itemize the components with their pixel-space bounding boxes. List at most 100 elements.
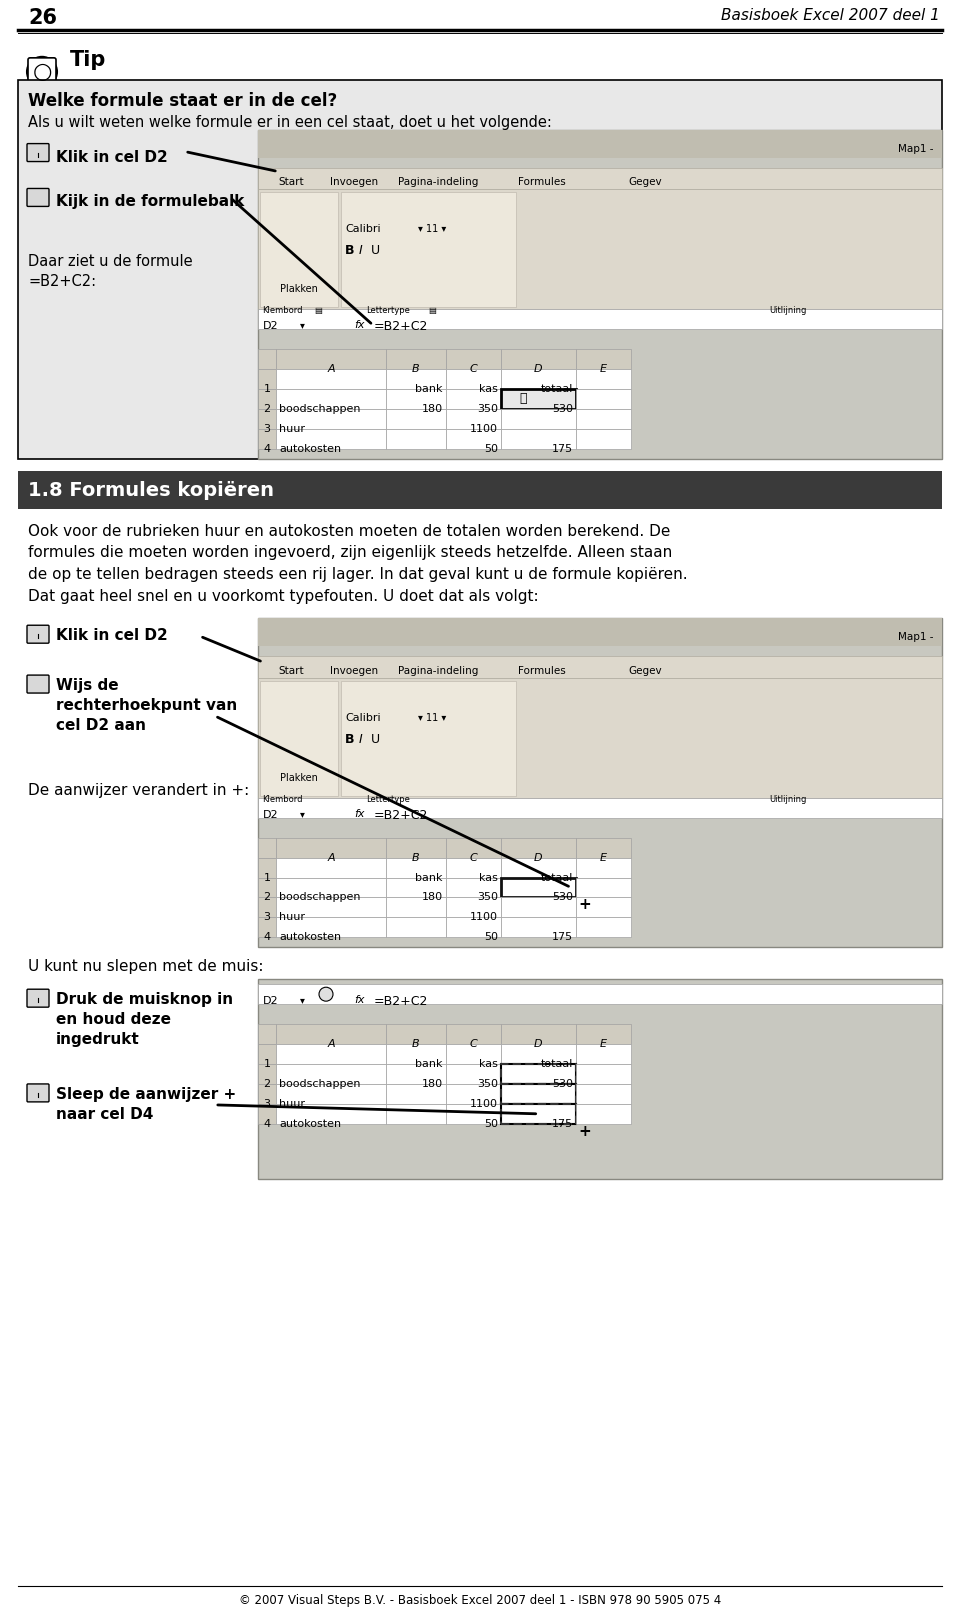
Bar — [386, 1023, 446, 1044]
Bar — [446, 349, 501, 368]
Text: 530: 530 — [552, 404, 573, 414]
Text: Start: Start — [278, 666, 303, 676]
Bar — [446, 877, 501, 898]
Text: B: B — [345, 734, 354, 747]
Text: Uitlijning: Uitlijning — [769, 306, 806, 315]
Bar — [258, 1064, 276, 1084]
Bar — [276, 898, 386, 917]
Bar — [276, 1064, 386, 1084]
Text: D: D — [534, 853, 542, 862]
Bar — [258, 985, 942, 1004]
Text: Calibri: Calibri — [345, 224, 380, 235]
Bar — [386, 1064, 446, 1084]
Bar — [576, 368, 631, 389]
Text: Plakken: Plakken — [280, 772, 318, 784]
Text: Klembord: Klembord — [262, 306, 302, 315]
Bar — [576, 1064, 631, 1084]
Text: Map1 -: Map1 - — [899, 632, 934, 642]
Bar — [501, 368, 576, 389]
Bar — [258, 798, 942, 817]
Text: D: D — [534, 364, 542, 373]
Bar — [260, 193, 338, 307]
Text: 1100: 1100 — [470, 1099, 498, 1109]
Text: +: + — [578, 898, 590, 912]
Bar — [501, 1084, 576, 1104]
Bar — [276, 858, 386, 877]
FancyBboxPatch shape — [27, 1084, 49, 1102]
Bar — [501, 838, 576, 858]
Text: 3: 3 — [263, 912, 271, 922]
Text: Pagina-indeling: Pagina-indeling — [398, 666, 478, 676]
Text: kas: kas — [479, 1059, 498, 1068]
Bar — [501, 1023, 576, 1044]
Text: 175: 175 — [552, 1118, 573, 1130]
Text: boodschappen: boodschappen — [279, 1080, 361, 1089]
Bar — [386, 917, 446, 938]
Text: huur: huur — [279, 423, 305, 434]
Bar — [501, 1064, 576, 1084]
Text: Calibri: Calibri — [345, 713, 380, 722]
Text: Gegev: Gegev — [628, 666, 661, 676]
Text: ▤: ▤ — [314, 306, 322, 315]
Text: fx: fx — [354, 809, 365, 819]
Text: Sleep de aanwijzer +: Sleep de aanwijzer + — [56, 1088, 236, 1102]
Bar — [276, 349, 386, 368]
Text: Invoegen: Invoegen — [330, 666, 378, 676]
Bar — [258, 858, 276, 877]
Bar — [446, 1084, 501, 1104]
Text: 180: 180 — [421, 893, 443, 903]
Bar — [576, 1044, 631, 1064]
Text: C: C — [469, 1039, 477, 1049]
Text: Gegev: Gegev — [628, 177, 661, 188]
Bar — [258, 389, 276, 409]
Text: ○: ○ — [33, 61, 52, 82]
Text: kas: kas — [479, 385, 498, 394]
Bar — [446, 917, 501, 938]
Bar — [501, 877, 576, 898]
Text: Daar ziet u de formule: Daar ziet u de formule — [28, 254, 193, 269]
Text: +: + — [578, 1123, 590, 1139]
Bar — [258, 409, 276, 428]
Bar — [386, 368, 446, 389]
Text: fx: fx — [354, 320, 365, 330]
Text: Uitlijning: Uitlijning — [769, 795, 806, 804]
Bar — [576, 1023, 631, 1044]
Text: Plakken: Plakken — [280, 285, 318, 294]
Text: Lettertype: Lettertype — [366, 306, 410, 315]
Text: =B2+C2: =B2+C2 — [374, 996, 428, 1009]
Text: Pagina-indeling: Pagina-indeling — [398, 177, 478, 188]
Text: E: E — [600, 1039, 607, 1049]
Bar — [501, 349, 576, 368]
Text: Basisboek Excel 2007 deel 1: Basisboek Excel 2007 deel 1 — [721, 8, 940, 23]
Bar — [576, 877, 631, 898]
Text: D: D — [534, 1039, 542, 1049]
Bar — [258, 677, 942, 798]
Text: ingedrukt: ingedrukt — [56, 1031, 140, 1047]
Text: 2: 2 — [263, 1080, 271, 1089]
Text: Lettertype: Lettertype — [366, 795, 410, 804]
Bar — [18, 471, 942, 508]
Text: 175: 175 — [552, 932, 573, 943]
Bar — [501, 1104, 576, 1123]
Text: 2: 2 — [263, 893, 271, 903]
Text: totaal: totaal — [540, 872, 573, 882]
Bar — [446, 389, 501, 409]
Text: Druk de muisknop in: Druk de muisknop in — [56, 993, 233, 1007]
Text: Kijk in de formulebalk: Kijk in de formulebalk — [56, 195, 245, 209]
Text: 4: 4 — [263, 932, 271, 943]
Text: bank: bank — [416, 385, 443, 394]
Bar — [258, 877, 276, 898]
Text: 50: 50 — [484, 932, 498, 943]
Text: Klik in cel D2: Klik in cel D2 — [56, 628, 168, 644]
Bar — [386, 428, 446, 449]
Bar — [576, 349, 631, 368]
Text: autokosten: autokosten — [279, 932, 341, 943]
Bar — [386, 1104, 446, 1123]
Bar — [386, 349, 446, 368]
Text: bank: bank — [416, 872, 443, 882]
Text: 180: 180 — [421, 1080, 443, 1089]
Bar — [386, 409, 446, 428]
Bar — [258, 980, 942, 1179]
Bar — [501, 858, 576, 877]
Text: D2: D2 — [263, 809, 278, 819]
